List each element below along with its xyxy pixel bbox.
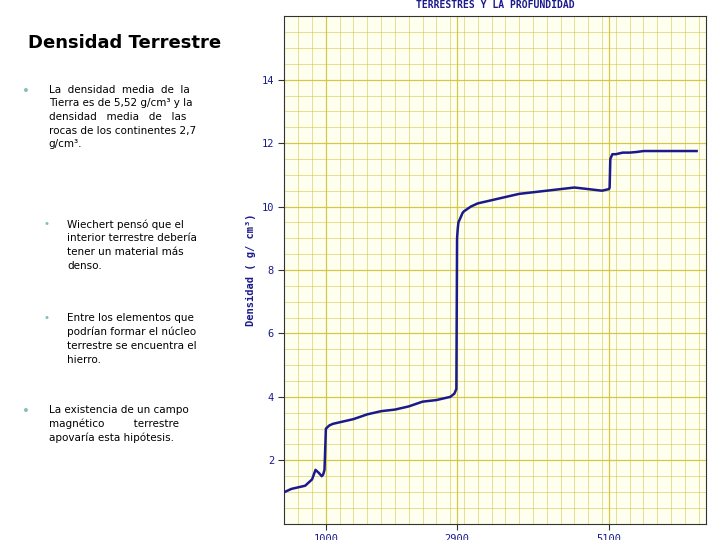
Text: •: •	[43, 219, 50, 230]
Title: RELACION ENTRE LA DENSIDAD DE LOS MATERIALES
TERRESTRES Y LA PROFUNDIDAD: RELACION ENTRE LA DENSIDAD DE LOS MATERI…	[366, 0, 624, 10]
Text: Wiechert pensó que el
interior terrestre debería
tener un material más
denso.: Wiechert pensó que el interior terrestre…	[67, 219, 197, 271]
Text: •: •	[22, 404, 30, 417]
Text: La existencia de un campo
magnético         terrestre
apovaría esta hipótesis.: La existencia de un campo magnético terr…	[49, 404, 189, 443]
Text: Densidad Terrestre: Densidad Terrestre	[27, 34, 221, 52]
Text: Entre los elementos que
podrían formar el núcleo
terrestre se encuentra el
hierr: Entre los elementos que podrían formar e…	[67, 313, 197, 365]
Text: •: •	[22, 85, 30, 98]
Text: •: •	[43, 313, 50, 323]
Text: La  densidad  media  de  la
Tierra es de 5,52 g/cm³ y la
densidad   media   de  : La densidad media de la Tierra es de 5,5…	[49, 85, 196, 149]
Y-axis label: Densidad ( g/ cm³): Densidad ( g/ cm³)	[246, 214, 256, 326]
